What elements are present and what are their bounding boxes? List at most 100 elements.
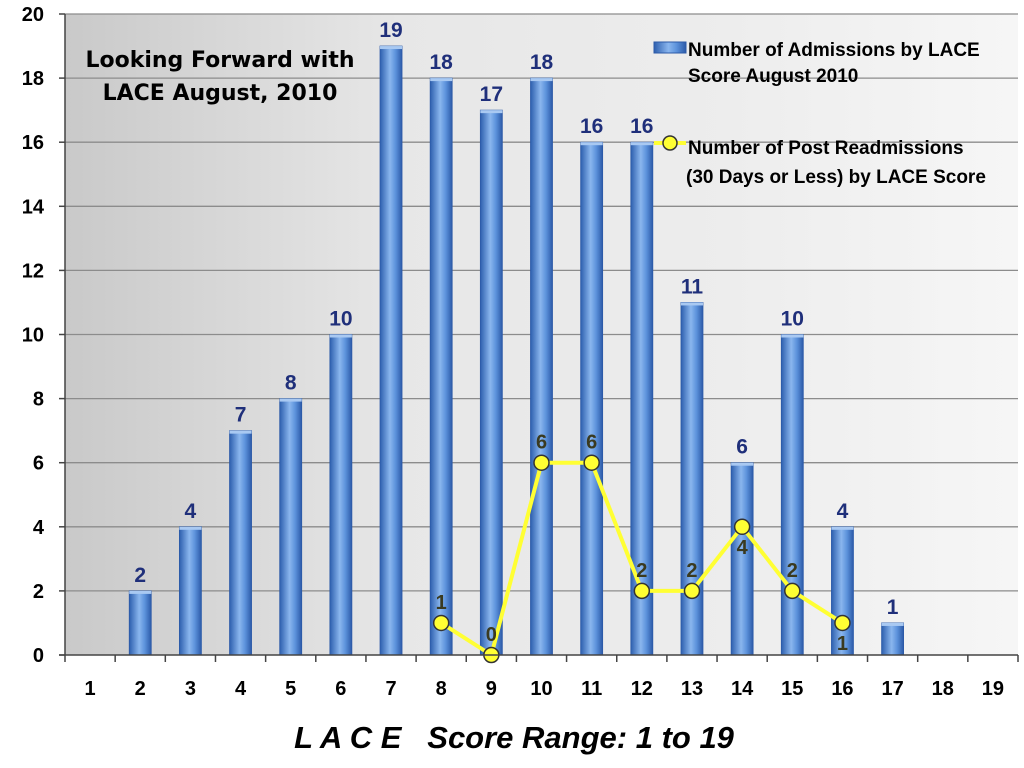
legend-line-label-line-2: (30 Days or Less) by LACE Score [686, 167, 986, 188]
bar [429, 77, 453, 656]
legend-bar-label-line-2: Score August 2010 [688, 66, 858, 87]
bar-top-highlight [380, 46, 403, 50]
bar-data-label: 16 [630, 115, 653, 138]
x-tick-label: 19 [982, 678, 1004, 700]
y-tick-label: 14 [22, 196, 45, 218]
line-data-label: 2 [787, 560, 798, 582]
line-point [432, 614, 450, 632]
x-tick-label: 2 [135, 678, 146, 700]
x-tick-label: 3 [185, 678, 196, 700]
bar-top-highlight [680, 302, 703, 306]
x-tick-label: 14 [731, 678, 754, 700]
x-tick-label: 1 [85, 678, 96, 700]
bar-data-label: 2 [134, 564, 146, 587]
x-tick-label: 7 [385, 678, 396, 700]
bar-series [128, 45, 905, 656]
bar-top-highlight [781, 334, 804, 338]
x-tick-label: 12 [631, 678, 653, 700]
y-tick-label: 2 [33, 581, 44, 603]
x-tick-label: 11 [581, 678, 602, 700]
bar [279, 398, 303, 656]
bar-data-label: 4 [837, 500, 849, 523]
line-point [834, 614, 851, 632]
bar [178, 526, 202, 656]
y-tick-labels: 0 2 4 6 8 10 12 14 16 18 20 [22, 4, 45, 667]
y-tick-label: 6 [33, 453, 44, 475]
line-data-label: 4 [737, 537, 749, 559]
line-point [733, 518, 751, 536]
bar [580, 141, 604, 656]
bar [128, 590, 152, 656]
bar-top-highlight [580, 142, 603, 146]
x-tick-label: 4 [235, 678, 247, 700]
bar-top-highlight [731, 462, 754, 466]
bar-top-highlight [430, 78, 453, 82]
chart-title-line-2: LACE August, 2010 [103, 81, 338, 106]
bar-data-label: 18 [430, 51, 454, 74]
chart-title-line-1: Looking Forward with [85, 48, 354, 73]
y-tick-label: 12 [22, 260, 44, 282]
bar [329, 334, 353, 656]
x-tick-label: 13 [681, 678, 703, 700]
bar-data-label: 17 [480, 83, 503, 106]
bar [229, 430, 252, 656]
line-point [683, 582, 701, 600]
chart-title: Looking Forward with LACE August, 2010 [85, 48, 354, 106]
line-data-label: 2 [636, 560, 647, 582]
x-tick-label: 16 [831, 678, 853, 700]
line-data-label: 0 [486, 624, 497, 646]
x-tick-label: 10 [530, 678, 552, 700]
y-tick-label: 20 [22, 4, 44, 26]
line-data-label: 1 [837, 633, 848, 655]
bar-top-highlight [530, 78, 553, 82]
line-data-labels: 1 0 6 6 2 2 4 2 1 [436, 432, 848, 655]
bar-data-label: 7 [235, 404, 247, 427]
bar-top-highlight [881, 622, 904, 626]
x-tick-label: 17 [881, 678, 903, 700]
line-data-label: 2 [686, 560, 697, 582]
y-tick-label: 18 [22, 68, 44, 90]
bar-data-label: 16 [580, 115, 603, 138]
x-tick-labels: 1 2 3 4 5 6 7 8 9 10 11 12 13 14 15 16 17 18 19 [85, 678, 1005, 700]
bar-data-label: 1 [887, 596, 899, 619]
line-data-label: 1 [436, 592, 447, 614]
bar-top-highlight [129, 590, 152, 594]
bar-top-highlight [229, 430, 252, 434]
x-axis-title: L A C E Score Range: 1 to 19 [294, 720, 735, 755]
bar-top-highlight [630, 142, 653, 146]
bar-data-label: 18 [530, 51, 554, 74]
bar-data-label: 4 [185, 500, 197, 523]
x-tick-label: 6 [335, 678, 346, 700]
bar [881, 622, 905, 656]
y-tick-label: 8 [33, 389, 44, 411]
bar-data-label: 11 [681, 275, 704, 298]
y-tick-label: 16 [22, 132, 44, 154]
y-tick-label: 0 [33, 645, 44, 667]
legend-bar-label-line-1: Number of Admissions by LACE [688, 40, 980, 61]
y-tick-label: 4 [33, 517, 45, 539]
bar-top-highlight [329, 334, 352, 338]
line-point [633, 582, 651, 600]
line-point [583, 454, 600, 471]
bar [479, 109, 503, 656]
bar-top-highlight [279, 398, 302, 402]
legend-line-label-line-1: Number of Post Readmissions [688, 138, 964, 159]
bar [530, 77, 553, 656]
x-tick-label: 5 [285, 678, 296, 700]
bar-data-label: 10 [781, 308, 804, 331]
x-tick-label: 9 [486, 678, 497, 700]
bar-top-highlight [179, 526, 202, 530]
bar-data-label: 10 [329, 308, 352, 331]
bar-data-label: 6 [736, 436, 748, 459]
bar [379, 45, 403, 656]
axes [59, 13, 1019, 662]
x-tick-label: 8 [436, 678, 447, 700]
x-tick-label: 18 [932, 678, 954, 700]
bar [730, 462, 754, 656]
line-data-label: 6 [586, 432, 597, 454]
legend-bar-swatch [653, 41, 687, 54]
bar-top-highlight [480, 110, 503, 114]
